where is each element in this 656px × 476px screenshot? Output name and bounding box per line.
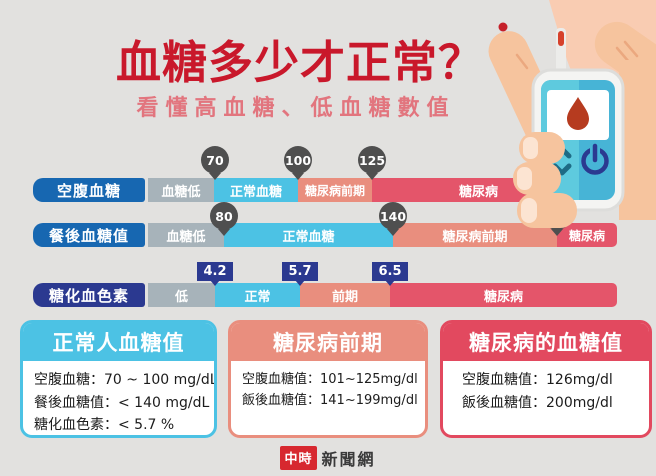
band-label-postmeal: 餐後血糖值 [33,223,145,247]
threshold-marker-100: 100 [284,146,312,174]
card-line: 餐後血糖值：< 140 mg/dL [34,394,210,411]
page-title: 血糖多少才正常？ [115,36,484,89]
zone-normal: 正常 [215,283,300,307]
card-line: 空腹血糖：70 ~ 100 mg/dL [34,372,217,388]
threshold-badge-6-5: 6.5 [372,262,408,281]
power-button-icon [581,143,609,175]
zone-diabetes: 糖尿病 [557,223,617,247]
card-line: 飯後血糖值：141~199mg/dl [242,393,418,409]
card-line: 空腹血糖值：126mg/dl [462,372,613,388]
zone-low: 低 [148,283,215,307]
palm [619,60,656,220]
zone-low: 血糖低 [148,223,224,247]
blood-drop-icon [567,97,589,130]
card-body: 空腹血糖值：101~125mg/dl 飯後血糖值：141~199mg/dl [231,361,425,419]
postmeal-glucose-band: 餐後血糖值 血糖低 正常血糖 糖尿病前期 糖尿病 [0,223,656,247]
zone-diabetes: 糖尿病 [390,283,617,307]
threshold-badge-5-7: 5.7 [282,262,318,281]
zone-low: 血糖低 [148,178,214,202]
card-line: 空腹血糖值：101~125mg/dl [242,372,418,387]
zone-prediabetes: 前期 [300,283,390,307]
test-strip-tip [558,31,564,46]
band-label-fasting: 空腹血糖 [33,178,145,202]
hba1c-band: 糖化血色素 低 正常 前期 糖尿病 [0,283,656,307]
normal-values-card: 正常人血糖值 空腹血糖：70 ~ 100 mg/dL 餐後血糖值：< 140 m… [20,320,217,438]
threshold-marker-80: 80 [210,202,238,230]
chinatimes-logo-text: 新聞網 [321,450,376,469]
card-title: 正常人血糖值 [23,323,214,361]
threshold-badge-4-2: 4.2 [197,262,233,281]
prediabetes-card: 糖尿病前期 空腹血糖值：101~125mg/dl 飯後血糖值：141~199mg… [228,320,428,438]
zone-prediabetes: 糖尿病前期 [298,178,372,202]
threshold-marker-140: 140 [379,202,407,230]
zone-normal: 正常血糖 [214,178,298,202]
fasting-glucose-band: 空腹血糖 血糖低 正常血糖 糖尿病前期 糖尿病 [0,178,656,202]
grip-fingers [513,132,577,228]
card-line: 糖化血色素：< 5.7 % [34,417,175,434]
threshold-marker-70: 70 [201,146,229,174]
diabetes-values-card: 糖尿病的血糖值 空腹血糖值：126mg/dl 飯後血糖值：200mg/dl [440,320,652,438]
card-title: 糖尿病前期 [231,323,425,361]
footer: 中時 新聞網 [0,446,656,470]
chinatimes-logo-icon: 中時 [280,446,317,470]
page-subtitle: 看懂高血糖、低血糖數值 [136,96,456,121]
card-line: 飯後血糖值：200mg/dl [462,394,613,411]
hand-glucose-meter-illustration [488,0,656,228]
zone-normal: 正常血糖 [224,223,393,247]
blood-prick-dot-icon [498,22,508,32]
card-body: 空腹血糖：70 ~ 100 mg/dL 餐後血糖值：< 140 mg/dL 糖化… [23,361,217,435]
card-body: 空腹血糖值：126mg/dl 飯後血糖值：200mg/dl [443,361,649,422]
threshold-marker-125: 125 [358,146,386,174]
card-title: 糖尿病的血糖值 [443,323,649,361]
band-label-hba1c: 糖化血色素 [33,283,145,307]
